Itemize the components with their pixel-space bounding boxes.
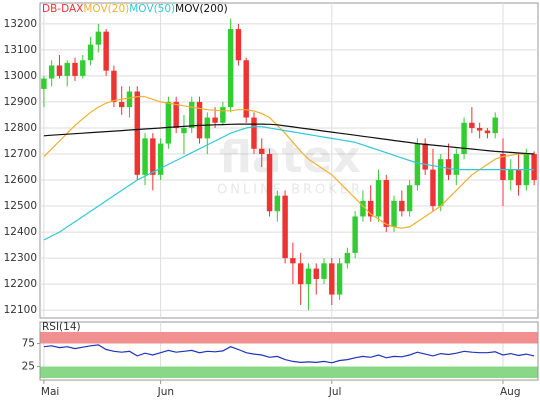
x-tick-label: Jun: [157, 386, 174, 398]
candle-body: [344, 252, 351, 264]
candle-body: [321, 263, 327, 279]
candle-body: [95, 31, 102, 45]
candle-body: [87, 44, 94, 61]
rsi-tick-label: 25: [22, 361, 35, 373]
candle-body: [430, 169, 436, 207]
candle-body: [453, 153, 460, 175]
rsi-line: [43, 344, 535, 364]
candle-body: [461, 122, 467, 154]
candle-body: [282, 195, 288, 259]
candle-body: [399, 200, 405, 212]
candle-body: [48, 65, 55, 79]
candle-body: [515, 169, 522, 186]
y-tick-label: 12200: [4, 278, 37, 290]
y-tick-label: 12300: [4, 252, 37, 264]
watermark-logo: flatex: [219, 132, 361, 183]
candle-body: [508, 169, 514, 181]
candle-body: [391, 200, 397, 227]
candle-body: [297, 263, 304, 285]
candle-body: [181, 127, 187, 134]
y-tick-label: 13000: [4, 70, 37, 82]
grid: [40, 3, 538, 380]
candle-body: [134, 91, 140, 175]
y-tick-label: 12500: [4, 200, 37, 212]
rsi-label: RSI(14): [42, 321, 81, 333]
candle-body: [64, 62, 70, 76]
candle-body: [212, 117, 218, 123]
x-tick-label: Mai: [41, 386, 59, 398]
x-tick-label: Aug: [500, 386, 521, 398]
candle-body: [492, 117, 498, 134]
candle-body: [305, 268, 312, 285]
candle-body: [204, 117, 211, 139]
y-tick-label: 12600: [4, 174, 37, 186]
candle-body: [150, 138, 156, 175]
candle-body: [469, 122, 475, 128]
candle-body: [259, 148, 265, 154]
candle-body: [227, 29, 234, 108]
candle-body: [80, 60, 86, 76]
y-tick-label: 12700: [4, 148, 37, 160]
candle-body: [500, 153, 506, 181]
ma-line: [43, 123, 535, 155]
y-tick-label: 12100: [4, 304, 37, 316]
candle-body: [531, 153, 537, 181]
candle-body: [243, 60, 249, 118]
y-tick-label: 12900: [4, 96, 37, 108]
candle-body: [266, 153, 273, 212]
legend-entry: MOV(200): [175, 3, 228, 15]
candle-body: [406, 185, 413, 212]
candle-body: [445, 159, 452, 175]
candle-body: [290, 258, 296, 264]
rsi-lower-band: [40, 366, 538, 378]
candle-body: [235, 29, 242, 61]
candle-body: [375, 180, 382, 217]
x-tick-label: Jul: [328, 386, 342, 398]
candle-body: [352, 216, 358, 253]
candle-body: [41, 78, 47, 89]
candle-body: [476, 127, 483, 131]
candle-body: [111, 70, 117, 102]
candle-body: [72, 62, 78, 76]
candle-body: [438, 159, 444, 207]
legend-entry: MOV(20): [83, 3, 129, 15]
legend-entry: MOV(50): [129, 3, 175, 15]
candle-body: [360, 200, 366, 217]
candle-body: [383, 180, 389, 227]
candle-body: [274, 195, 281, 212]
candle-body: [56, 65, 63, 76]
candle-body: [220, 107, 226, 123]
candle-body: [118, 101, 125, 108]
candle-body: [189, 101, 195, 128]
candle-body: [484, 130, 491, 134]
candle-body: [336, 263, 343, 295]
watermark-text: ONLINE BROKER: [217, 183, 363, 198]
candle-body: [173, 101, 179, 128]
ma-line: [43, 126, 535, 241]
candle-body: [126, 91, 133, 108]
candle-body: [422, 143, 428, 170]
y-tick-label: 13200: [4, 18, 37, 30]
candle-body: [367, 200, 374, 217]
candle-body: [196, 101, 203, 139]
candle-body: [157, 143, 164, 175]
ma-line: [43, 96, 535, 229]
y-tick-label: 13100: [4, 44, 37, 56]
rsi-upper-band: [40, 332, 538, 344]
legend-entry: DB-DAX: [42, 3, 83, 15]
candle-body: [165, 101, 172, 144]
candle-body: [142, 138, 148, 175]
watermark: flatex ONLINE BROKER: [217, 132, 363, 198]
candle-body: [251, 117, 257, 149]
candle-body: [313, 268, 319, 279]
candle-body: [103, 31, 109, 71]
rsi-tick-label: 75: [22, 338, 35, 350]
candle-body: [329, 263, 335, 295]
candle-body: [414, 143, 421, 186]
y-tick-label: 12800: [4, 122, 37, 134]
y-tick-label: 12400: [4, 226, 37, 238]
